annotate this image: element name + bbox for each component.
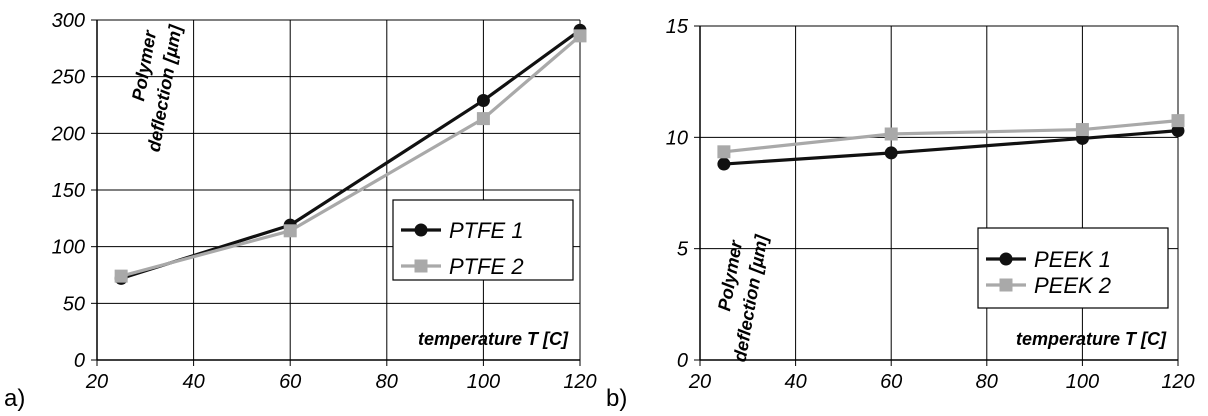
y-tick-label: 10 bbox=[666, 127, 688, 149]
y-tick-label: 150 bbox=[52, 180, 85, 202]
series-line-2 bbox=[723, 119, 1179, 154]
x-tick-label: 80 bbox=[976, 371, 998, 393]
series-line-2 bbox=[120, 34, 582, 278]
data-point-1 bbox=[884, 146, 898, 160]
x-tick-label: 100 bbox=[467, 371, 500, 393]
y-tick-label: 0 bbox=[677, 350, 688, 372]
chart-panel-2: 20 40 60 80 100 120 0 5 10 15 b) temperature T [C] P… bbox=[606, 16, 1195, 412]
y-tick-label: 5 bbox=[677, 239, 689, 261]
legend-swatch-marker bbox=[999, 278, 1013, 292]
panel-label: b) bbox=[606, 385, 627, 412]
legend-label: PTFE 2 bbox=[449, 254, 524, 279]
y-tick-label: 50 bbox=[63, 293, 85, 315]
x-tick-label: 60 bbox=[279, 371, 301, 393]
x-tick-label: 20 bbox=[688, 371, 711, 393]
legend-label: PEEK 1 bbox=[1034, 247, 1111, 272]
x-tick-label: 120 bbox=[1161, 371, 1194, 393]
y-tick-label: 15 bbox=[666, 16, 689, 38]
y-tick-label: 0 bbox=[74, 350, 85, 372]
data-point-2 bbox=[573, 29, 587, 43]
x-tick-label: 100 bbox=[1066, 371, 1099, 393]
panel-label: a) bbox=[4, 385, 25, 412]
x-axis-label: temperature T [C] bbox=[1016, 329, 1167, 349]
chart-panel-1: 20 40 60 80 100 120 0 50 100 150 200 250 300 a) temper… bbox=[4, 10, 597, 412]
x-tick-label: 20 bbox=[85, 371, 108, 393]
legend-swatch-marker bbox=[414, 223, 428, 237]
data-point-2 bbox=[1075, 123, 1089, 137]
legend-box bbox=[977, 227, 1169, 309]
x-tick-label: 120 bbox=[563, 371, 596, 393]
legend: PTFE 1 PTFE 2 bbox=[392, 199, 574, 281]
data-point-2 bbox=[476, 112, 490, 126]
data-point-2 bbox=[1171, 114, 1185, 128]
data-point-1 bbox=[476, 93, 490, 107]
y-tick-label: 300 bbox=[52, 10, 85, 32]
data-point-1 bbox=[717, 157, 731, 171]
data-point-1 bbox=[1171, 124, 1185, 138]
x-axis-label: temperature T [C] bbox=[418, 329, 569, 349]
x-tick-label: 80 bbox=[376, 371, 398, 393]
series-line-1 bbox=[120, 28, 581, 280]
x-tick-label: 40 bbox=[784, 371, 806, 393]
data-point-2 bbox=[114, 269, 128, 283]
legend-label: PTFE 1 bbox=[449, 218, 524, 243]
legend-swatch-marker bbox=[414, 259, 428, 273]
legend-label: PEEK 2 bbox=[1034, 273, 1111, 298]
x-tick-label: 60 bbox=[880, 371, 902, 393]
data-point-2 bbox=[717, 145, 731, 159]
y-tick-label: 250 bbox=[51, 67, 85, 89]
x-tick-label: 40 bbox=[182, 371, 204, 393]
y-tick-label: 100 bbox=[52, 237, 85, 259]
legend-swatch-marker bbox=[999, 252, 1013, 266]
data-point-2 bbox=[283, 224, 297, 238]
data-point-2 bbox=[884, 127, 898, 141]
y-tick-label: 200 bbox=[51, 123, 85, 145]
series-line-1 bbox=[723, 129, 1179, 166]
